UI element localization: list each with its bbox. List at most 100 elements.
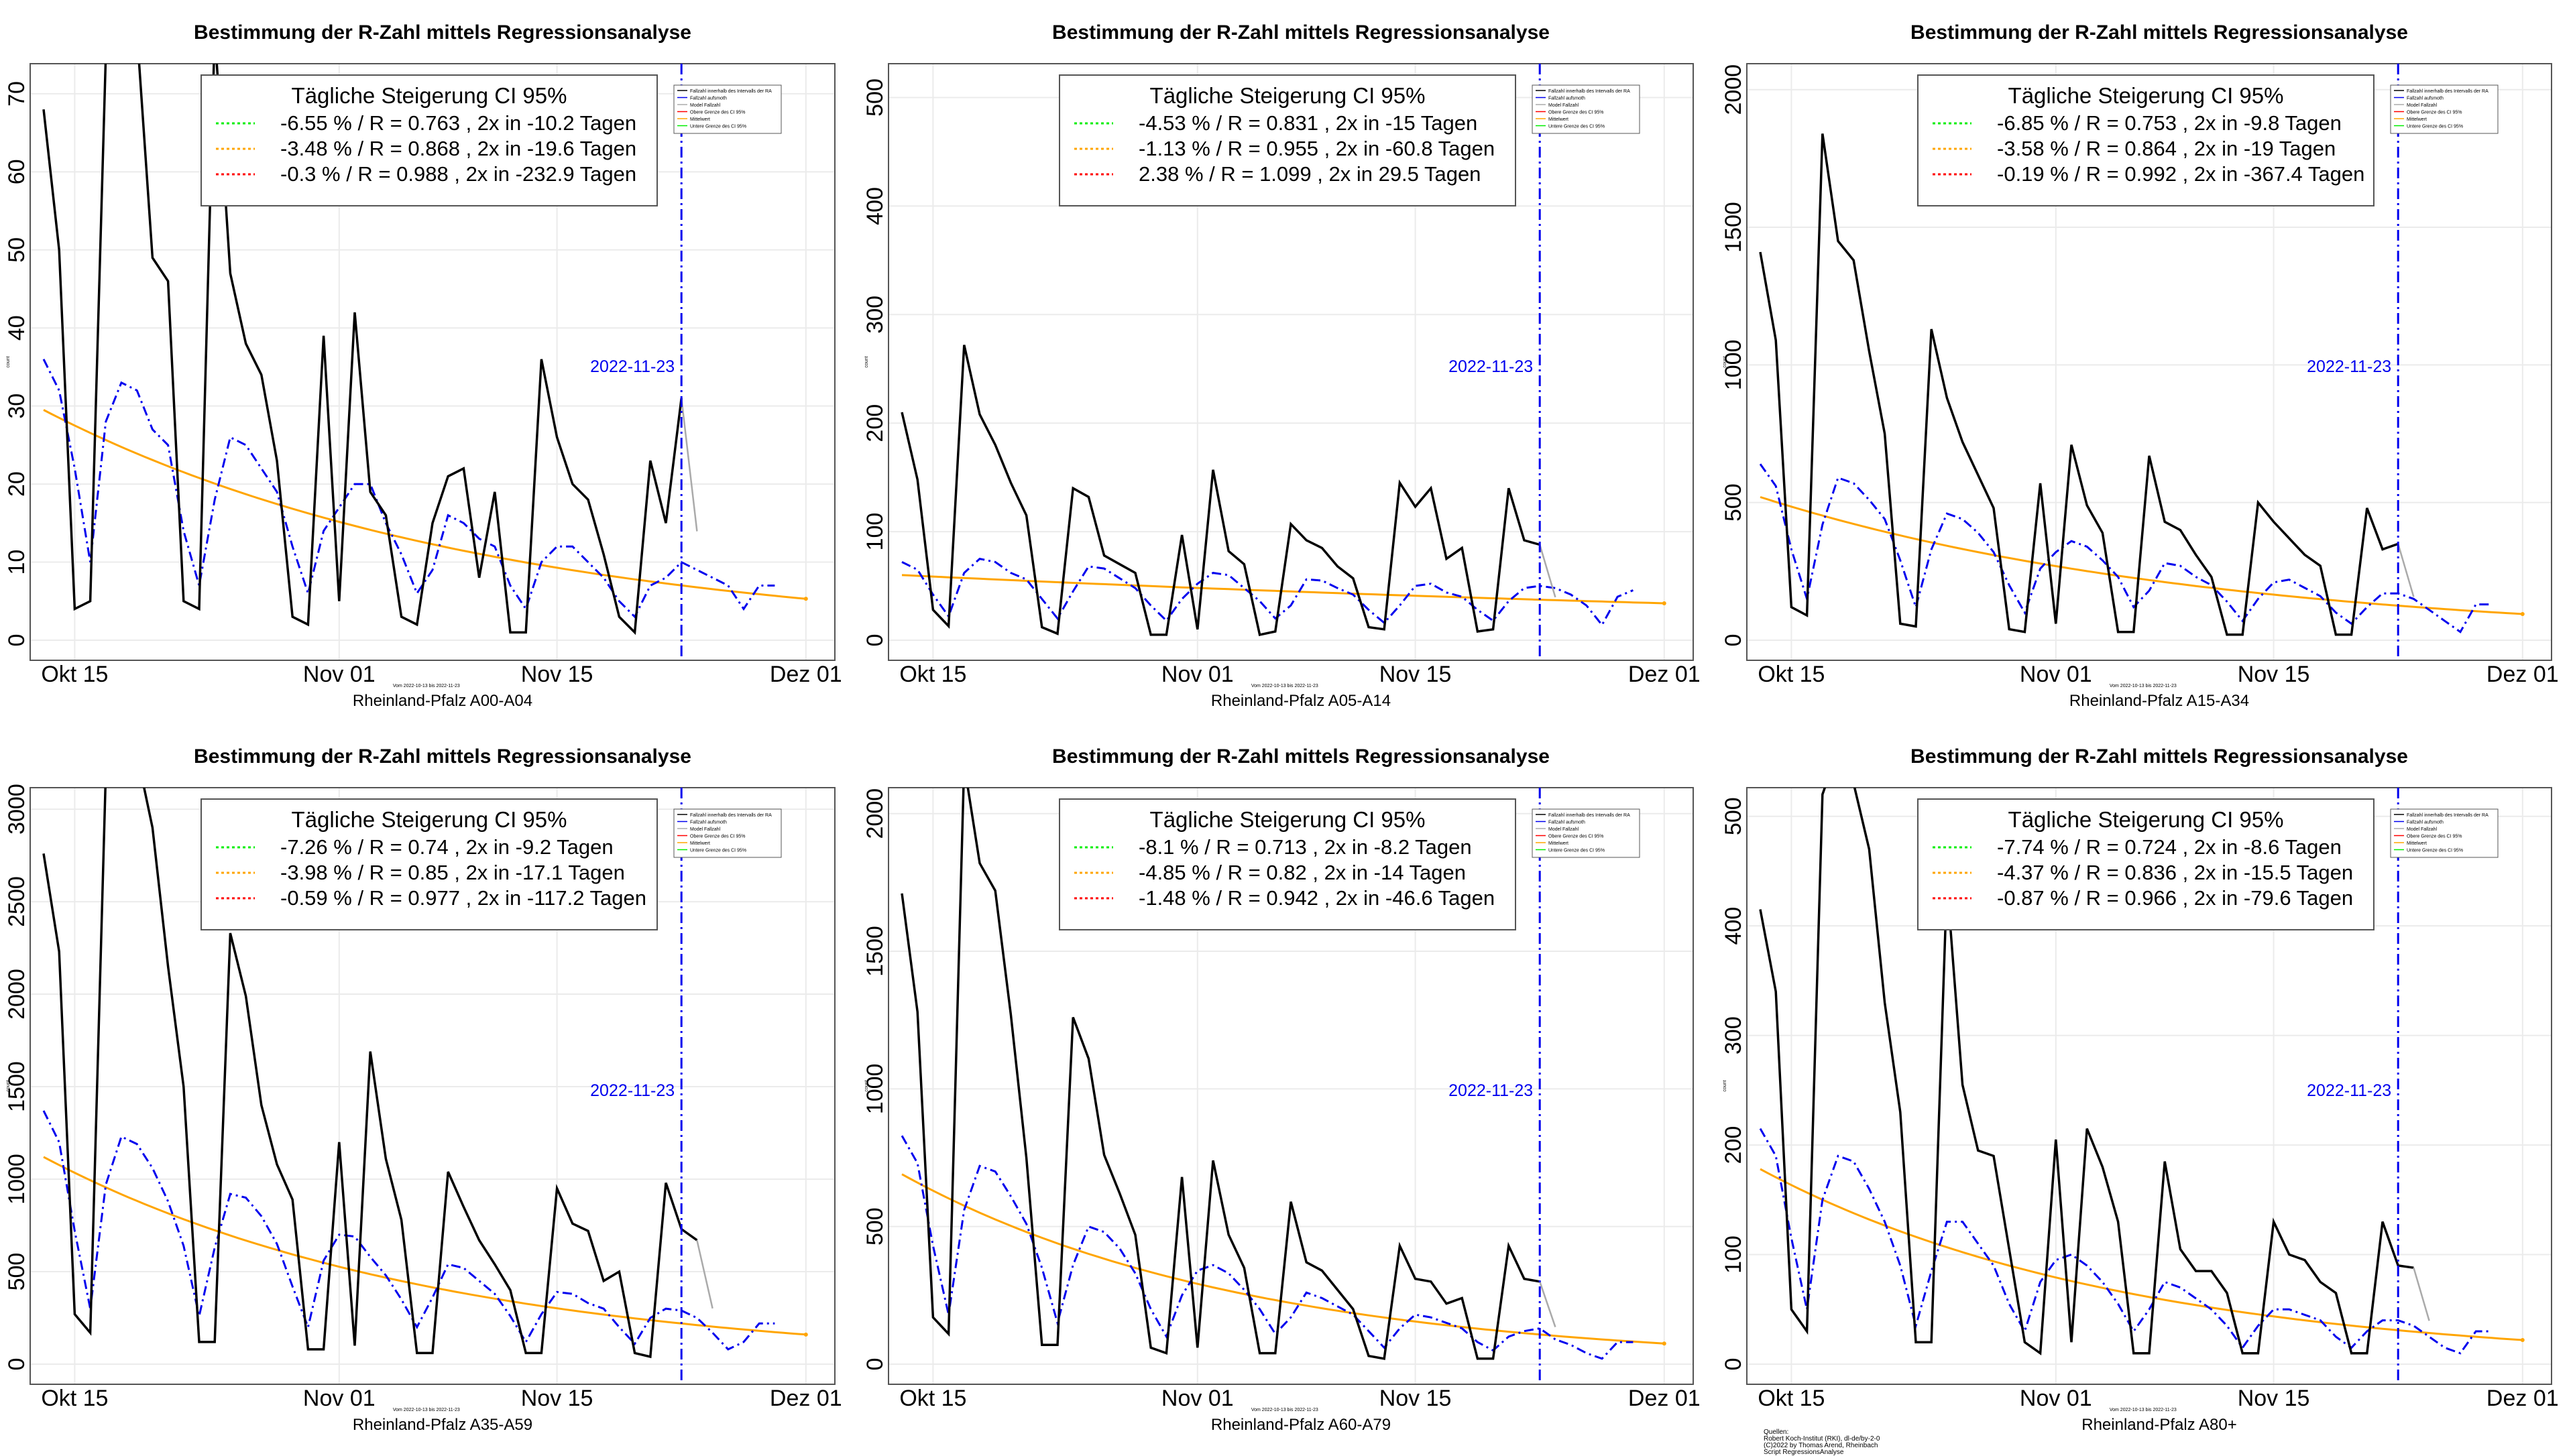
y-tick-label: 3000 [4,784,30,835]
y-tick-label: 500 [1721,797,1746,835]
y-tick-label: 10 [4,550,30,575]
y-axis-label: count [6,1080,11,1091]
legend-box [201,798,658,930]
small-legend-entry: Obere Grenze des CI 95% [1548,111,1604,115]
chart-panel: Bestimmung der R-Zahl mittels Regression… [0,724,858,1448]
small-legend-entry: Mittelwert [690,841,710,846]
legend-entry: -1.48 % / R = 0.942 , 2x in -46.6 Tagen [1139,886,1495,910]
small-legend-entry: Fallzahl aufsmoth [2407,821,2444,825]
chart-svg: Bestimmung der R-Zahl mittels Regression… [4,745,842,1434]
actual-line [42,64,683,635]
x-tick-label: Dez 01 [2486,1386,2559,1411]
y-tick-label: 400 [862,187,888,225]
smoothed-line [901,557,1634,627]
x-tick-label: Nov 15 [521,1386,593,1411]
legend-title: Tägliche Steigerung CI 95% [292,807,567,832]
small-legend-entry: Fallzahl aufsmoth [1548,97,1585,101]
x-tick-label: Nov 01 [1161,1386,1234,1411]
sources-line: (C)2022 by Thomas Arend, Rheinbach [1764,1442,1878,1449]
y-tick-label: 20 [4,471,30,497]
small-legend-box [673,808,782,858]
actual-line [901,345,1540,636]
legend-box [1917,74,2374,206]
trend-endpoint [2520,611,2525,616]
x-tick-label: Okt 15 [1758,662,1825,687]
sources-line: Quellen: [1764,1429,1789,1436]
legend-box [1059,74,1516,206]
small-legend-entry: Obere Grenze des CI 95% [1548,835,1604,839]
x-caption: Vom 2022-10-13 bis 2022-11-23 [393,1408,460,1412]
x-tick-label: Dez 01 [1628,1386,1701,1411]
chart-panel: Bestimmung der R-Zahl mittels Regression… [858,724,1717,1448]
x-axis-region-label: Rheinland-Pfalz A80+ [2081,1416,2237,1434]
small-legend-entry: Mittelwert [1548,117,1568,122]
chart-svg: Bestimmung der R-Zahl mittels Regression… [862,21,1701,710]
actual-line [1759,133,2399,636]
chart-panel: Bestimmung der R-Zahl mittels Regression… [1717,724,2575,1448]
small-legend-entry: Fallzahl aufsmoth [690,821,727,825]
y-tick-label: 1000 [4,1154,30,1205]
legend-title: Tägliche Steigerung CI 95% [1150,807,1426,832]
small-legend-box [673,84,782,134]
legend-entry: -3.58 % / R = 0.864 , 2x in -19 Tagen [1997,137,2336,160]
small-legend-entry: Fallzahl innerhalb des Intervalls der RA [1548,813,1630,818]
legend-title: Tägliche Steigerung CI 95% [1150,83,1426,108]
small-legend-entry: Fallzahl aufsmoth [690,97,727,101]
legend-title: Tägliche Steigerung CI 95% [2008,807,2284,832]
date-vline-label: 2022-11-23 [1448,357,1533,376]
y-tick-label: 0 [1721,634,1746,647]
y-tick-label: 1500 [1721,202,1746,253]
legend-entry: -0.87 % / R = 0.966 , 2x in -79.6 Tagen [1997,886,2353,910]
y-axis-label: count [864,1080,869,1091]
trend-endpoint [1662,601,1666,605]
small-legend-entry: Mittelwert [690,117,710,122]
plot-frame [888,787,1694,1385]
x-tick-label: Okt 15 [899,662,966,687]
plot-frame [888,63,1694,661]
x-caption: Vom 2022-10-13 bis 2022-11-23 [393,684,460,688]
chart-title: Bestimmung der R-Zahl mittels Regression… [1052,21,1550,44]
legend-entry: -4.37 % / R = 0.836 , 2x in -15.5 Tagen [1997,861,2353,884]
sources-note: Quellen: Robert Koch-Institut (RKI), dl-… [1764,1429,1880,1456]
y-axis-label: count [6,356,11,367]
plot-area [901,788,1666,1360]
small-legend-box [1532,808,1640,858]
x-axis-region-label: Rheinland-Pfalz A05-A14 [1211,692,1391,710]
small-legend-entry: Model Fallzahl [690,827,721,832]
y-tick-label: 500 [1721,483,1746,522]
small-legend-entry: Obere Grenze des CI 95% [690,835,746,839]
legend-entry: -3.98 % / R = 0.85 , 2x in -17.1 Tagen [280,861,625,884]
small-legend-entry: Model Fallzahl [1548,827,1579,832]
actual-line [1759,788,2414,1355]
plot-frame [30,63,836,661]
x-axis-region-label: Rheinland-Pfalz A00-A04 [353,692,532,710]
small-legend-entry: Fallzahl aufsmoth [2407,97,2444,101]
x-tick-label: Nov 15 [2238,1386,2310,1411]
small-legend-entry: Fallzahl innerhalb des Intervalls der RA [690,89,772,94]
chart-title: Bestimmung der R-Zahl mittels Regression… [194,21,691,44]
chart-svg: Bestimmung der R-Zahl mittels Regression… [862,745,1701,1434]
y-tick-label: 300 [862,296,888,334]
trend-endpoint [803,1332,808,1337]
x-tick-label: Nov 01 [303,662,376,687]
y-axis-label: count [1723,1080,1727,1091]
x-tick-label: Nov 01 [1161,662,1234,687]
small-legend-box [1532,84,1640,134]
x-axis-region-label: Rheinland-Pfalz A60-A79 [1211,1416,1391,1434]
sources-line: Robert Koch-Institut (RKI), dl-de/by-2-0 [1764,1435,1880,1443]
small-legend-entry: Model Fallzahl [1548,103,1579,108]
small-legend-entry: Fallzahl innerhalb des Intervalls der RA [2407,813,2488,818]
chart-svg: Bestimmung der R-Zahl mittels Regression… [1721,21,2559,710]
x-caption: Vom 2022-10-13 bis 2022-11-23 [1251,1408,1318,1412]
projection-line [2397,543,2415,597]
legend-entry: 2.38 % / R = 1.099 , 2x in 29.5 Tagen [1139,162,1481,186]
small-legend-box [2390,84,2499,134]
plot-area [901,345,1666,636]
y-tick-label: 200 [862,404,888,442]
small-legend-entry: Fallzahl innerhalb des Intervalls der RA [690,813,772,818]
smoothed-line [42,1110,775,1351]
legend-box [1917,798,2374,930]
trend-line [1760,496,2523,615]
x-caption: Vom 2022-10-13 bis 2022-11-23 [2110,684,2177,688]
